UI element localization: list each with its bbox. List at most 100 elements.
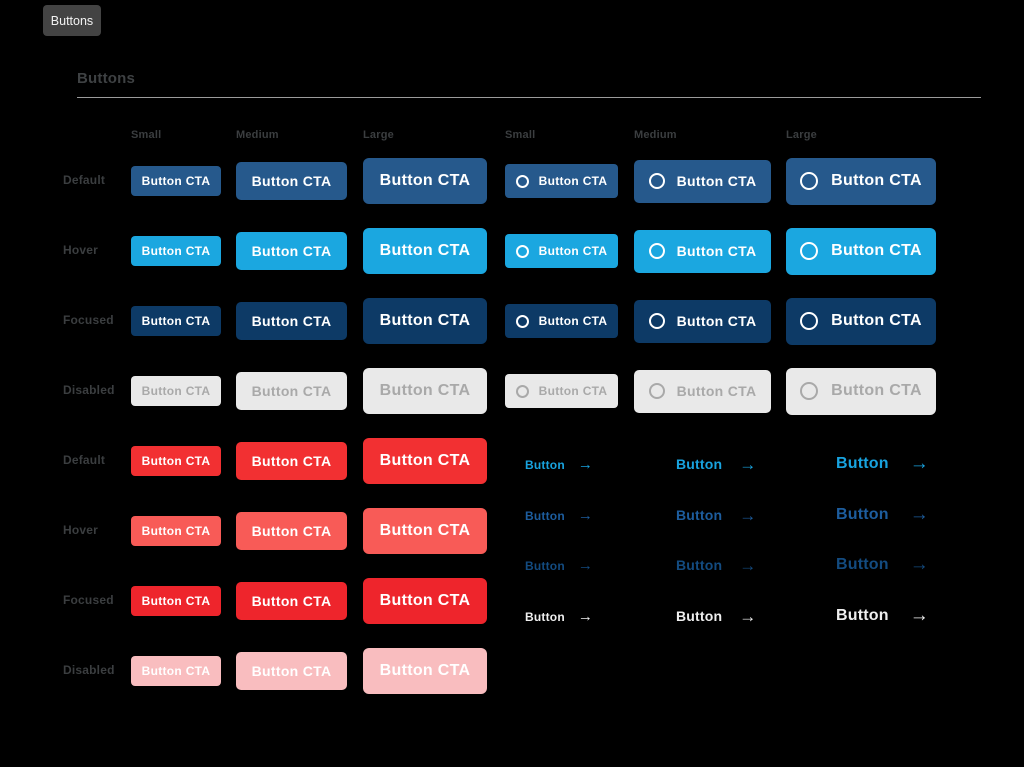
button-label: Button CTA [538, 314, 608, 328]
text-link-default-small[interactable]: Button → [525, 457, 593, 472]
row-label-red-disabled: Disabled [63, 663, 115, 677]
text-link-disabled-large[interactable]: Button → [836, 606, 929, 625]
text-link-default-large[interactable]: Button → [836, 454, 929, 473]
icon-button-cta-focused-small[interactable]: Button CTA [505, 304, 618, 338]
button-label: Button CTA [141, 664, 211, 678]
link-label: Button [676, 456, 723, 472]
icon-button-cta-focused-large[interactable]: Button CTA [786, 297, 936, 345]
button-label: Button CTA [251, 523, 332, 539]
icon-button-cta-hover-medium[interactable]: Button CTA [634, 229, 771, 273]
link-label: Button [836, 505, 889, 523]
icon-button-cta-focused-medium[interactable]: Button CTA [634, 299, 771, 343]
text-link-hover-large[interactable]: Button → [836, 505, 929, 524]
buttons-tab[interactable]: Buttons [43, 5, 101, 36]
button-label: Button CTA [379, 312, 471, 329]
arrow-right-icon: → [909, 605, 929, 626]
button-cta-focused-large[interactable]: Button CTA [363, 298, 487, 344]
row-label-blue-disabled: Disabled [63, 383, 115, 397]
link-label: Button [836, 454, 889, 472]
button-label: Button CTA [251, 453, 332, 469]
button-label: Button CTA [831, 312, 922, 329]
column-header-large-right: Large [786, 129, 817, 141]
button-label: Button CTA [379, 662, 471, 679]
button-label: Button CTA [251, 173, 332, 189]
danger-button-cta-focused-large[interactable]: Button CTA [363, 578, 487, 624]
text-link-default-medium[interactable]: Button → [676, 456, 757, 473]
button-label: Button CTA [141, 174, 211, 188]
button-label: Button CTA [379, 242, 471, 259]
danger-button-cta-default-large[interactable]: Button CTA [363, 438, 487, 484]
button-cta-hover-small[interactable]: Button CTA [131, 236, 221, 266]
danger-button-cta-disabled-medium[interactable]: Button CTA [236, 652, 347, 690]
button-label: Button CTA [676, 383, 757, 399]
circle-icon [648, 383, 665, 399]
button-label: Button CTA [251, 243, 332, 259]
button-label: Button CTA [538, 384, 608, 398]
button-cta-default-small[interactable]: Button CTA [131, 166, 221, 196]
text-link-disabled-medium[interactable]: Button → [676, 608, 757, 625]
link-label: Button [836, 555, 889, 573]
arrow-right-icon: → [739, 606, 757, 626]
button-label: Button CTA [141, 314, 211, 328]
row-label-blue-default: Default [63, 173, 106, 187]
arrow-right-icon: → [909, 453, 929, 474]
danger-button-cta-focused-medium[interactable]: Button CTA [236, 582, 347, 620]
danger-button-cta-default-medium[interactable]: Button CTA [236, 442, 347, 480]
button-cta-focused-small[interactable]: Button CTA [131, 306, 221, 336]
text-link-disabled-small[interactable]: Button → [525, 609, 593, 624]
button-label: Button CTA [676, 173, 757, 189]
danger-button-cta-hover-large[interactable]: Button CTA [363, 508, 487, 554]
heading-divider [77, 97, 981, 98]
link-label: Button [676, 557, 723, 573]
button-cta-default-medium[interactable]: Button CTA [236, 162, 347, 200]
button-label: Button CTA [141, 594, 211, 608]
arrow-right-icon: → [739, 555, 757, 575]
danger-button-cta-hover-medium[interactable]: Button CTA [236, 512, 347, 550]
danger-button-cta-disabled-small[interactable]: Button CTA [131, 656, 221, 686]
column-header-small-left: Small [131, 129, 162, 141]
circle-icon [800, 382, 819, 400]
circle-icon [648, 173, 665, 189]
circle-icon [515, 244, 529, 258]
link-label: Button [676, 507, 723, 523]
danger-button-cta-hover-small[interactable]: Button CTA [131, 516, 221, 546]
button-label: Button CTA [831, 172, 922, 189]
button-cta-hover-medium[interactable]: Button CTA [236, 232, 347, 270]
danger-button-cta-disabled-large[interactable]: Button CTA [363, 648, 487, 694]
link-label: Button [525, 558, 565, 573]
button-cta-disabled-small[interactable]: Button CTA [131, 376, 221, 406]
button-label: Button CTA [379, 382, 471, 399]
circle-icon [515, 174, 529, 188]
button-cta-disabled-large[interactable]: Button CTA [363, 368, 487, 414]
icon-button-cta-default-medium[interactable]: Button CTA [634, 159, 771, 203]
circle-icon [515, 384, 529, 398]
text-link-focused-small[interactable]: Button → [525, 558, 593, 573]
link-label: Button [836, 606, 889, 624]
circle-icon [515, 314, 529, 328]
icon-button-cta-hover-small[interactable]: Button CTA [505, 234, 618, 268]
danger-button-cta-focused-small[interactable]: Button CTA [131, 586, 221, 616]
button-cta-disabled-medium[interactable]: Button CTA [236, 372, 347, 410]
button-cta-hover-large[interactable]: Button CTA [363, 228, 487, 274]
text-link-hover-small[interactable]: Button → [525, 508, 593, 523]
arrow-right-icon: → [577, 507, 594, 524]
button-cta-focused-medium[interactable]: Button CTA [236, 302, 347, 340]
button-cta-default-large[interactable]: Button CTA [363, 158, 487, 204]
icon-button-cta-hover-large[interactable]: Button CTA [786, 227, 936, 275]
text-link-hover-medium[interactable]: Button → [676, 507, 757, 524]
icon-button-cta-disabled-medium[interactable]: Button CTA [634, 369, 771, 413]
arrow-right-icon: → [577, 557, 594, 574]
icon-button-cta-default-small[interactable]: Button CTA [505, 164, 618, 198]
button-label: Button CTA [379, 452, 471, 469]
text-link-focused-medium[interactable]: Button → [676, 557, 757, 574]
text-link-focused-large[interactable]: Button → [836, 555, 929, 574]
circle-icon [800, 242, 819, 260]
button-label: Button CTA [251, 663, 332, 679]
icon-button-cta-disabled-large[interactable]: Button CTA [786, 367, 936, 415]
circle-icon [648, 313, 665, 329]
danger-button-cta-default-small[interactable]: Button CTA [131, 446, 221, 476]
icon-button-cta-default-large[interactable]: Button CTA [786, 157, 936, 205]
button-label: Button CTA [538, 244, 608, 258]
button-label: Button CTA [676, 313, 757, 329]
icon-button-cta-disabled-small[interactable]: Button CTA [505, 374, 618, 408]
